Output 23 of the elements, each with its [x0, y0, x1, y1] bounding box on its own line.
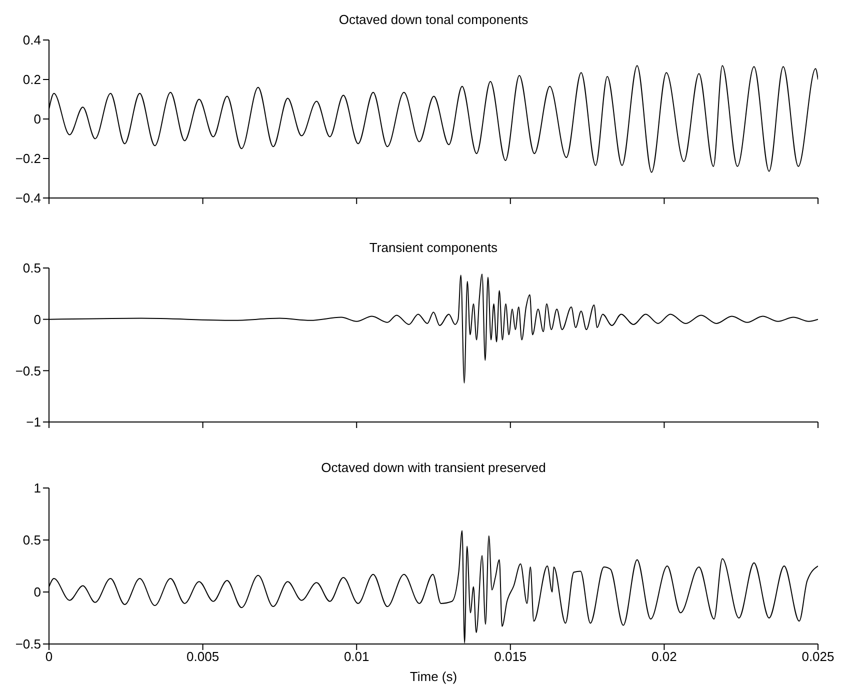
- x-tick-label: 0.005: [186, 649, 220, 664]
- y-tick-label: 0: [34, 312, 41, 327]
- chart-title: Octaved down tonal components: [338, 11, 530, 29]
- chart-title: Octaved down with transient preserved: [320, 459, 547, 477]
- y-tick-label: −1: [26, 414, 41, 430]
- y-tick-label: 0.4: [22, 32, 41, 48]
- y-tick-label: 0: [34, 112, 41, 127]
- x-tick-label: 0.02: [652, 649, 677, 664]
- x-tick-label: 0.01: [344, 649, 370, 664]
- y-tick-label: −0.5: [15, 636, 41, 652]
- y-tick-label: 0.5: [22, 532, 41, 548]
- y-tick-label: −0.5: [15, 363, 41, 378]
- y-tick-label: 0: [34, 584, 41, 600]
- x-tick-label: 0: [45, 649, 53, 664]
- y-tick-label: 0.5: [22, 260, 41, 276]
- y-tick-label: 1: [34, 480, 41, 496]
- chart-title: Transient components: [368, 239, 499, 257]
- y-tick-label: 0.2: [22, 72, 41, 88]
- y-tick-label: −0.4: [15, 190, 41, 206]
- x-tick-label: 0.015: [494, 649, 527, 664]
- x-tick-label: 0.025: [802, 649, 834, 664]
- y-tick-label: −0.2: [15, 151, 41, 166]
- x-axis-title: Time (s): [410, 669, 458, 684]
